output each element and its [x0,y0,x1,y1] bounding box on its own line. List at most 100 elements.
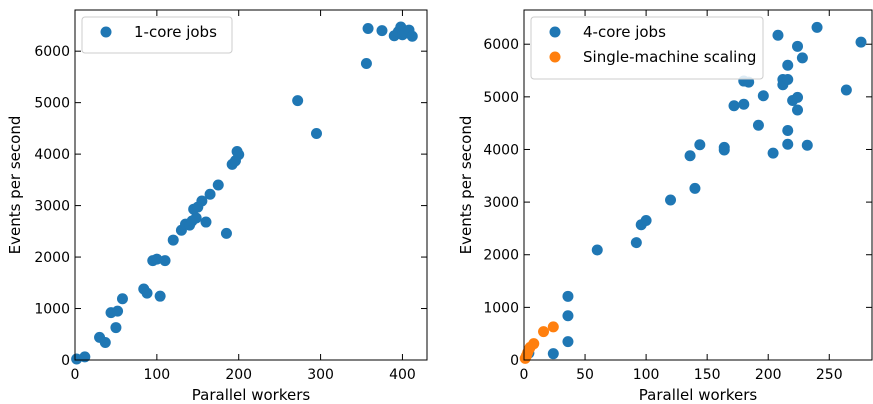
x-axis-label: Parallel workers [639,386,758,404]
data-point [801,139,813,151]
series-1 [523,21,867,360]
data-point [728,100,740,112]
data-point [154,290,166,302]
data-point [562,290,574,302]
data-point [767,147,779,159]
data-point [406,30,418,42]
data-point [718,144,730,156]
data-point [200,216,212,228]
y-tick-label: 5000 [483,90,519,106]
data-point [310,128,322,140]
y-tick-label: 0 [61,353,70,369]
data-point [99,337,111,348]
data-point [782,73,794,85]
legend-label: Single-machine scaling [583,48,756,66]
data-point [204,188,216,200]
series-2 [519,321,559,364]
data-point [562,310,574,322]
data-point [792,40,804,52]
y-tick-label: 2000 [483,248,519,264]
data-point [738,98,750,110]
data-point [151,253,163,265]
data-point [116,293,128,305]
x-tick-label: 250 [816,367,843,383]
y-tick-label: 4000 [34,147,70,163]
legend-box [81,16,233,54]
legend-marker [549,26,561,38]
data-point [360,58,372,70]
x-tick-label: 150 [694,367,721,383]
data-point [792,91,804,103]
y-axis-label: Events per second [457,116,475,255]
data-point [757,90,769,102]
x-tick-label: 50 [576,367,594,383]
data-point [694,139,706,151]
legend: 4-core jobs Single-machine scaling [530,16,764,80]
plot-frame [74,9,428,361]
data-point [538,326,550,338]
data-point [562,336,574,348]
data-point [547,348,559,360]
data-point [591,244,603,256]
data-point [772,29,784,41]
legend-box [530,16,764,80]
data-point [220,227,232,239]
data-point [752,119,764,131]
legend-label: 4-core jobs [583,23,666,41]
data-point [233,149,245,161]
data-point [792,104,804,116]
x-tick-label: 100 [633,367,660,383]
data-point [362,23,374,35]
data-point [547,321,559,333]
data-point [840,84,852,96]
data-point [811,21,823,33]
data-point [79,351,91,363]
y-tick-label: 0 [510,353,519,369]
data-point [782,125,794,137]
legend-marker [549,51,561,63]
x-axis-label: Parallel workers [192,386,311,404]
data-point [528,338,540,350]
y-tick-label: 5000 [34,96,70,112]
data-point [112,305,124,317]
data-point [376,25,388,37]
series-1 [71,21,418,365]
x-tick-label: 200 [755,367,782,383]
x-tick-label: 100 [143,367,170,383]
data-point [684,150,696,162]
data-point [190,212,202,224]
data-point [159,255,171,267]
y-tick-label: 1000 [34,302,70,318]
legend-marker [100,26,112,38]
y-tick-label: 2000 [34,250,70,266]
legend: 1-core jobs [81,16,233,54]
data-point [110,322,122,334]
chart-panel-2: 0 50 100 150 200 250 0 1000 2000 3000 4000 5000 6000… [457,9,873,404]
data-point [196,195,208,207]
data-point [782,59,794,71]
data-point [665,194,677,206]
x-tick-label: 0 [520,367,529,383]
x-tick-label: 400 [389,367,416,383]
y-tick-label: 6000 [34,44,70,60]
data-point [167,234,179,246]
y-tick-label: 3000 [34,199,70,215]
data-point [141,287,153,299]
data-point [212,179,224,191]
y-tick-label: 4000 [483,142,519,158]
data-point [782,138,794,150]
chart-panel-1: 0 100 200 300 4000100020003000400050006000Pa… [6,9,428,404]
y-tick-label: 1000 [483,300,519,316]
y-axis-label: Events per second [6,116,24,255]
x-tick-label: 300 [307,367,334,383]
x-tick-label: 0 [71,367,80,383]
data-point [689,182,701,194]
data-point [796,52,808,64]
y-tick-label: 3000 [483,195,519,211]
plot-frame [523,9,873,361]
y-tick-label: 6000 [483,37,519,53]
data-point [292,95,304,107]
legend-label: 1-core jobs [134,23,217,41]
data-point [640,215,652,227]
